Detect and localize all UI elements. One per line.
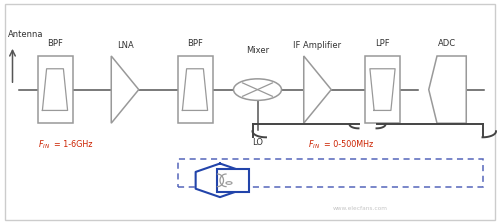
- Text: IF Amplifier: IF Amplifier: [294, 41, 342, 50]
- Text: LO: LO: [252, 138, 263, 147]
- Text: $\mathit{F}_{IN}$: $\mathit{F}_{IN}$: [308, 138, 320, 151]
- Circle shape: [234, 79, 281, 100]
- Text: LNA: LNA: [116, 41, 134, 50]
- Text: ADC: ADC: [438, 39, 456, 48]
- Polygon shape: [304, 56, 331, 123]
- Bar: [217, 169, 249, 192]
- Polygon shape: [429, 56, 466, 123]
- Polygon shape: [196, 164, 244, 197]
- Text: = 1-6GHz: = 1-6GHz: [54, 140, 92, 149]
- Text: = 0-500MHz: = 0-500MHz: [324, 140, 373, 149]
- Text: BPF: BPF: [187, 39, 203, 48]
- Circle shape: [226, 182, 232, 184]
- Text: LPF: LPF: [375, 39, 390, 48]
- FancyBboxPatch shape: [5, 4, 495, 220]
- Bar: [38, 56, 72, 123]
- Text: $\mathit{F}_{IN}$: $\mathit{F}_{IN}$: [38, 138, 50, 151]
- Bar: [178, 56, 212, 123]
- Text: Antenna: Antenna: [8, 30, 43, 39]
- Text: BPF: BPF: [47, 39, 63, 48]
- Bar: [365, 56, 400, 123]
- Text: www.elecfans.com: www.elecfans.com: [332, 206, 388, 211]
- Bar: [178, 159, 482, 187]
- Polygon shape: [111, 56, 139, 123]
- Text: Mixer: Mixer: [246, 46, 269, 55]
